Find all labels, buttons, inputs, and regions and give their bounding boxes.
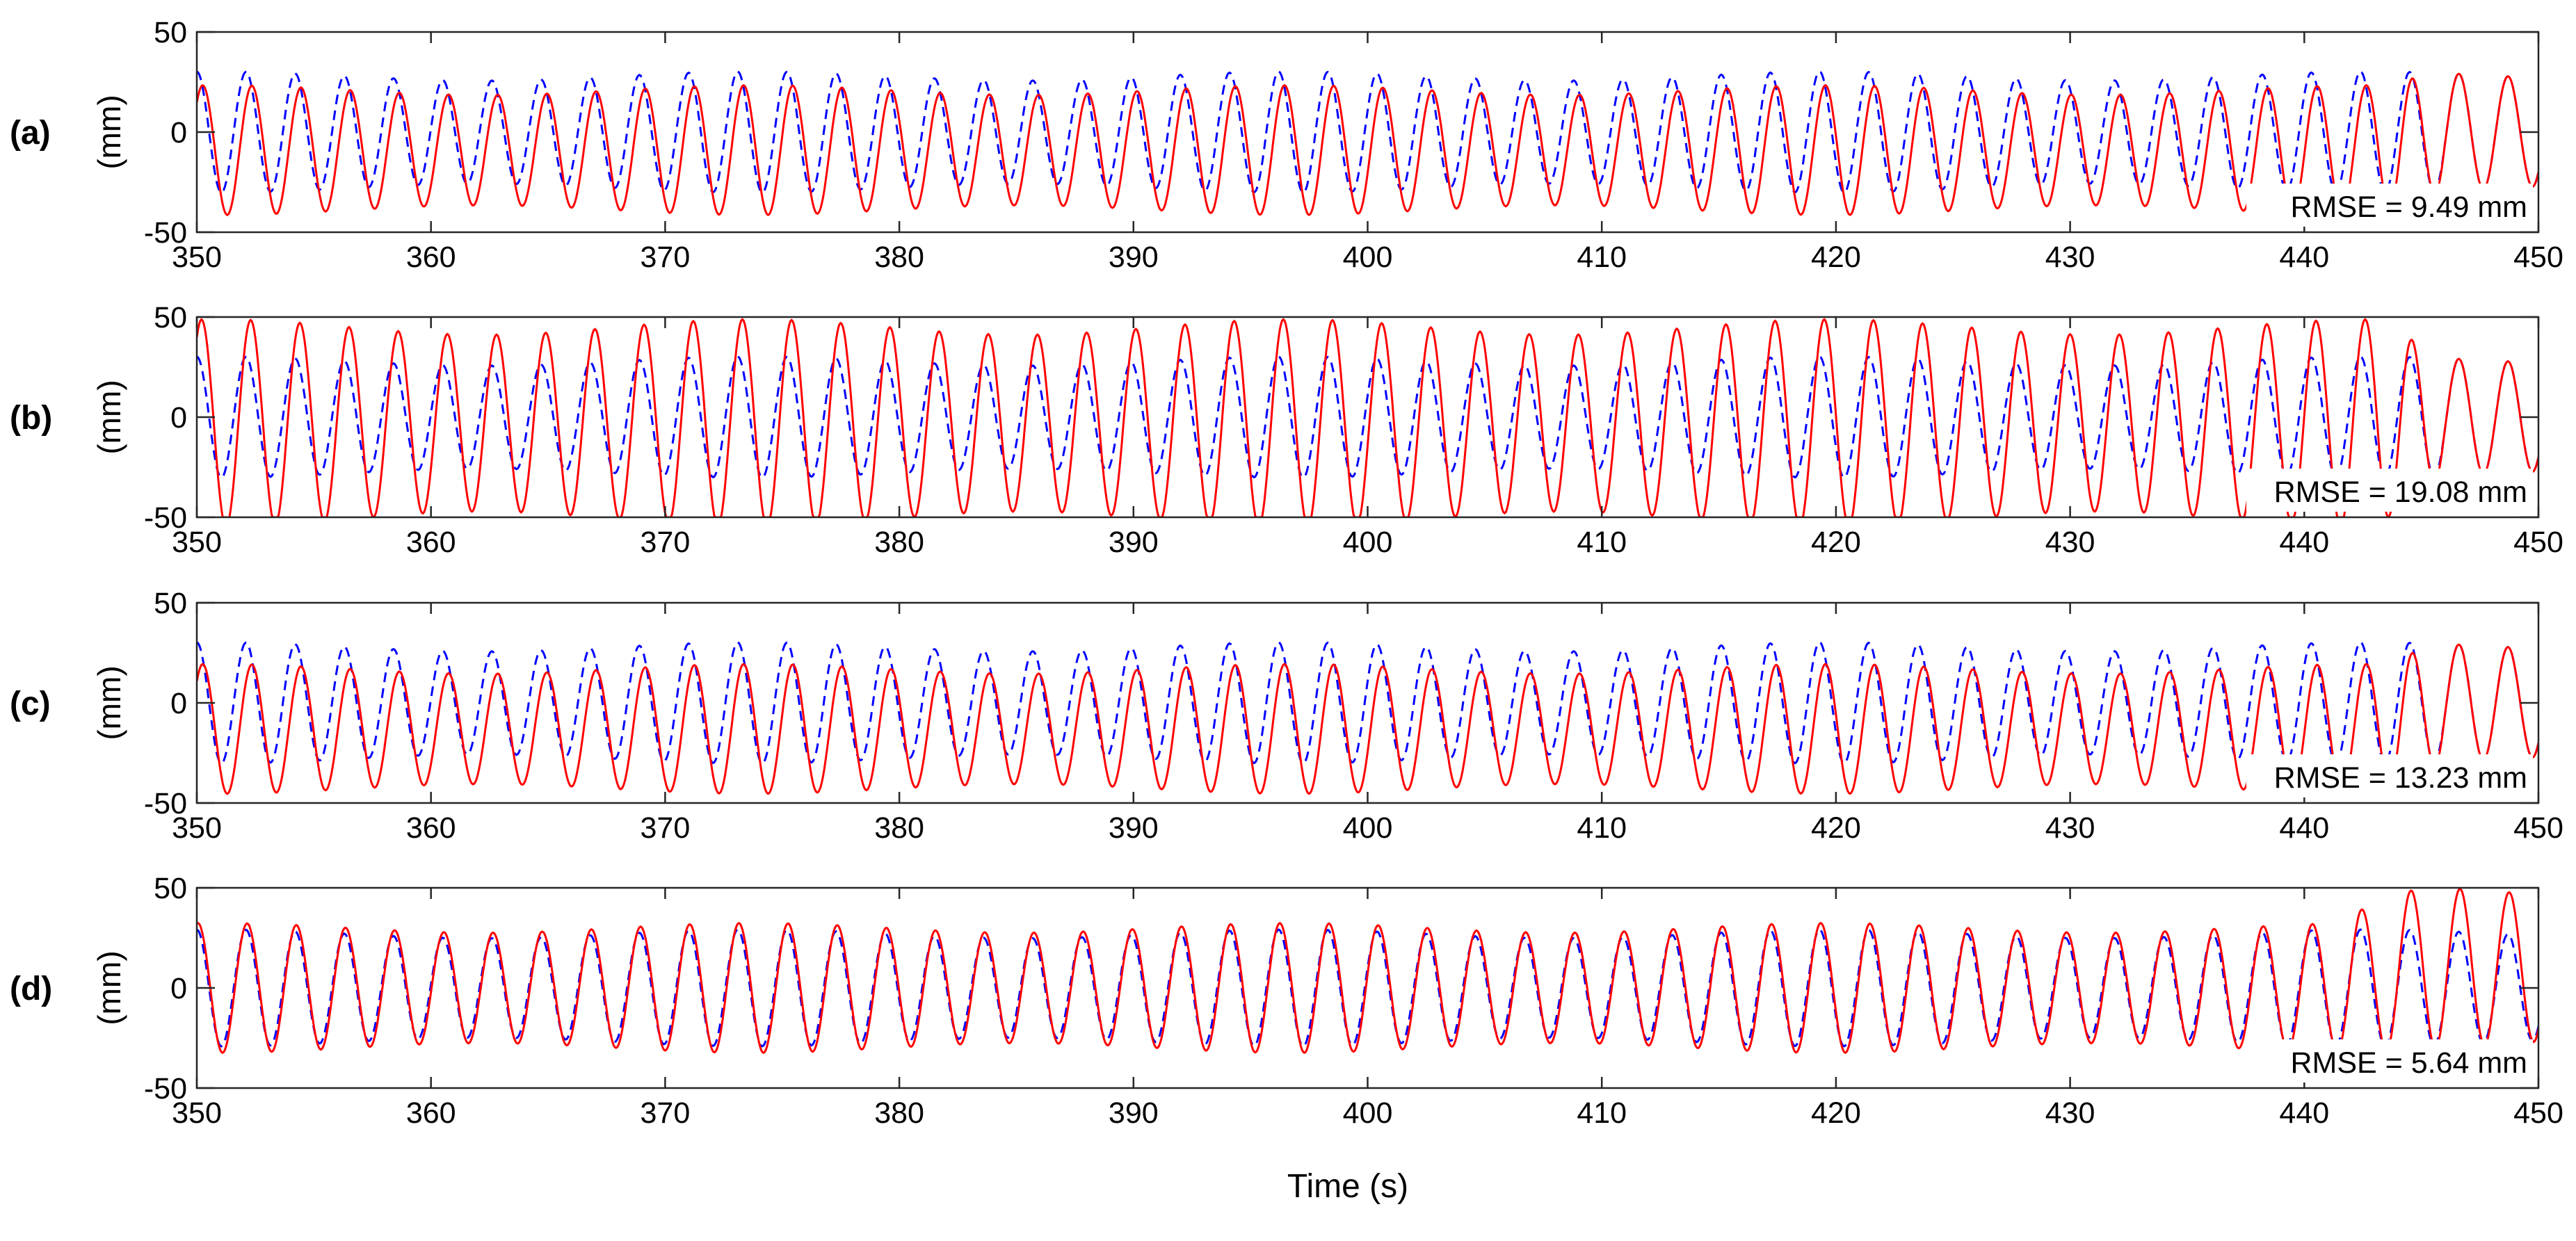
x-tick-label: 440 xyxy=(2279,526,2329,559)
y-tick-label: 0 xyxy=(170,401,187,435)
y-tick-label: -50 xyxy=(144,216,187,250)
rmse-annotation: RMSE = 5.64 mm xyxy=(2290,1046,2527,1080)
rmse-background xyxy=(2246,754,2533,797)
y-axis-label: (mm) xyxy=(91,380,127,454)
x-tick-label: 420 xyxy=(1811,1096,1861,1130)
x-tick-label: 370 xyxy=(641,241,691,274)
x-tick-label: 350 xyxy=(172,526,222,559)
rmse-annotation: RMSE = 19.08 mm xyxy=(2274,476,2527,509)
plot-area xyxy=(197,70,2538,216)
x-tick-label: 400 xyxy=(1343,526,1393,559)
x-tick-label: 400 xyxy=(1343,241,1393,274)
y-axis-label: (mm) xyxy=(91,95,127,169)
y-tick-label: -50 xyxy=(144,1072,187,1105)
panel-label: (c) xyxy=(10,686,51,722)
rmse-annotation: RMSE = 9.49 mm xyxy=(2290,190,2527,224)
x-tick-label: 390 xyxy=(1109,241,1159,274)
x-tick-label: 430 xyxy=(2045,811,2095,845)
series-measured-line xyxy=(197,70,2538,194)
x-tick-label: 370 xyxy=(641,526,691,559)
x-axis-label: Time (s) xyxy=(1287,1168,1408,1205)
x-tick-label: 450 xyxy=(2513,811,2563,845)
rmse-background xyxy=(2246,1039,2533,1082)
y-tick-label: 50 xyxy=(154,16,187,49)
x-tick-label: 360 xyxy=(406,241,456,274)
x-tick-label: 380 xyxy=(874,811,924,845)
x-tick-label: 410 xyxy=(1577,811,1627,845)
panel-c: 350 360 370 380 390 400 410 420 430 440 450 50 0 -50 (… xyxy=(10,587,2563,845)
x-tick-label: 450 xyxy=(2513,526,2563,559)
x-tick-label: 440 xyxy=(2279,811,2329,845)
x-tick-label: 380 xyxy=(874,526,924,559)
x-tick-label: 390 xyxy=(1109,1096,1159,1130)
y-tick-label: -50 xyxy=(144,501,187,535)
x-tick-label: 410 xyxy=(1577,1096,1627,1130)
x-tick-label: 360 xyxy=(406,1096,456,1130)
panel-label: (b) xyxy=(10,400,52,437)
x-tick-label: 440 xyxy=(2279,1096,2329,1130)
x-tick-label: 400 xyxy=(1343,1096,1393,1130)
x-tick-label: 410 xyxy=(1577,526,1627,559)
x-tick-label: 450 xyxy=(2513,241,2563,274)
y-tick-label: -50 xyxy=(144,787,187,820)
rmse-background xyxy=(2246,184,2533,227)
series-predicted-line xyxy=(197,72,2538,216)
x-tick-label: 370 xyxy=(641,811,691,845)
panel-a: 350 360 370 380 390 400 410 420 430 440 450 50 0 -50 (… xyxy=(10,16,2563,274)
x-tick-label: 430 xyxy=(2045,241,2095,274)
y-tick-label: 0 xyxy=(170,116,187,149)
x-tick-label: 420 xyxy=(1811,526,1861,559)
y-tick-label: 50 xyxy=(154,301,187,334)
x-tick-label: 380 xyxy=(874,241,924,274)
y-axis-label: (mm) xyxy=(91,950,127,1025)
x-tick-label: 430 xyxy=(2045,526,2095,559)
x-tick-label: 350 xyxy=(172,811,222,845)
y-tick-label: 50 xyxy=(154,872,187,905)
panel-label: (a) xyxy=(10,115,51,152)
x-tick-label: 450 xyxy=(2513,1096,2563,1130)
series-predicted-line xyxy=(197,318,2538,517)
x-tick-label: 420 xyxy=(1811,241,1861,274)
plot-area xyxy=(197,888,2538,1055)
x-tick-label: 410 xyxy=(1577,241,1627,274)
x-tick-label: 390 xyxy=(1109,811,1159,845)
x-tick-label: 390 xyxy=(1109,526,1159,559)
rmse-annotation: RMSE = 13.23 mm xyxy=(2274,761,2527,795)
x-tick-label: 350 xyxy=(172,241,222,274)
y-tick-label: 50 xyxy=(154,587,187,620)
series-predicted-line xyxy=(197,888,2538,1055)
x-tick-label: 360 xyxy=(406,526,456,559)
x-tick-label: 380 xyxy=(874,1096,924,1130)
plot-area xyxy=(197,641,2538,795)
y-axis-label: (mm) xyxy=(91,665,127,740)
x-tick-label: 430 xyxy=(2045,1096,2095,1130)
y-tick-label: 0 xyxy=(170,687,187,720)
series-measured-line xyxy=(197,641,2538,765)
x-tick-label: 350 xyxy=(172,1096,222,1130)
y-tick-label: 0 xyxy=(170,972,187,1005)
series-predicted-line xyxy=(197,643,2538,795)
rmse-background xyxy=(2246,469,2533,512)
x-tick-label: 370 xyxy=(641,1096,691,1130)
panels: 350 360 370 380 390 400 410 420 430 440 450 50 0 -50 (… xyxy=(10,16,2563,1130)
plot-area xyxy=(197,318,2538,517)
x-tick-label: 360 xyxy=(406,811,456,845)
panel-d: 350 360 370 380 390 400 410 420 430 440 450 50 0 -50 (… xyxy=(10,872,2563,1130)
x-tick-label: 440 xyxy=(2279,241,2329,274)
panel-label: (d) xyxy=(10,971,52,1007)
x-tick-label: 400 xyxy=(1343,811,1393,845)
panel-b: 350 360 370 380 390 400 410 420 430 440 450 50 0 -50 (… xyxy=(10,301,2563,559)
x-tick-label: 420 xyxy=(1811,811,1861,845)
